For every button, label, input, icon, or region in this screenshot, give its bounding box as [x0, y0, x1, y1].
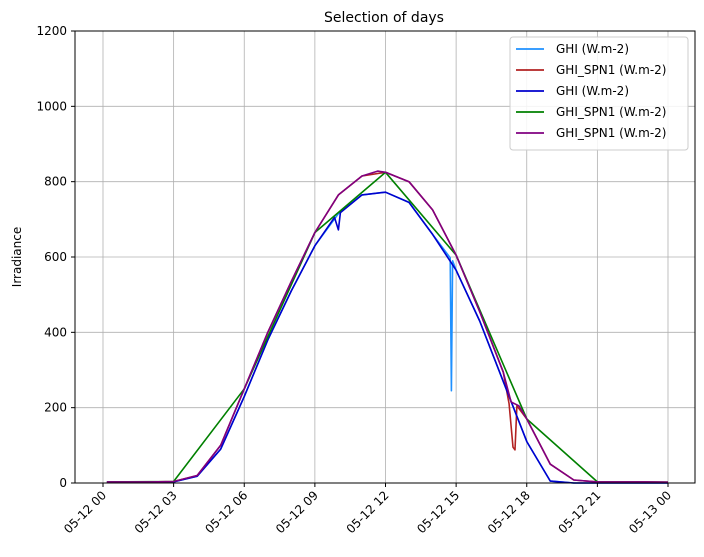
y-axis-label: Irradiance: [10, 227, 24, 287]
legend-label: GHI_SPN1 (W.m-2): [556, 105, 666, 119]
y-tick-label: 400: [44, 325, 67, 339]
chart-title: Selection of days: [324, 10, 444, 26]
legend-box: [509, 36, 689, 151]
legend-label: GHI (W.m-2): [556, 42, 629, 56]
y-tick-label: 800: [44, 175, 67, 189]
legend: GHI (W.m-2) GHI_SPN1 (W.m-2) GHI (W.m-2) GH…: [509, 36, 689, 151]
grid: [75, 30, 695, 484]
series-line-5: [106, 170, 669, 483]
y-tick-label: 0: [59, 476, 67, 490]
legend-label: GHI (W.m-2): [556, 84, 629, 98]
y-tick-label: 200: [44, 401, 67, 415]
legend-label: GHI_SPN1 (W.m-2): [556, 63, 666, 77]
y-tick-label: 600: [44, 250, 67, 264]
y-axis: 0 200 400 600 800 1000 1200: [36, 24, 75, 490]
y-tick-label: 1000: [36, 99, 67, 113]
y-tick-label: 1200: [36, 24, 67, 38]
legend-label: GHI_SPN1 (W.m-2): [556, 126, 666, 140]
